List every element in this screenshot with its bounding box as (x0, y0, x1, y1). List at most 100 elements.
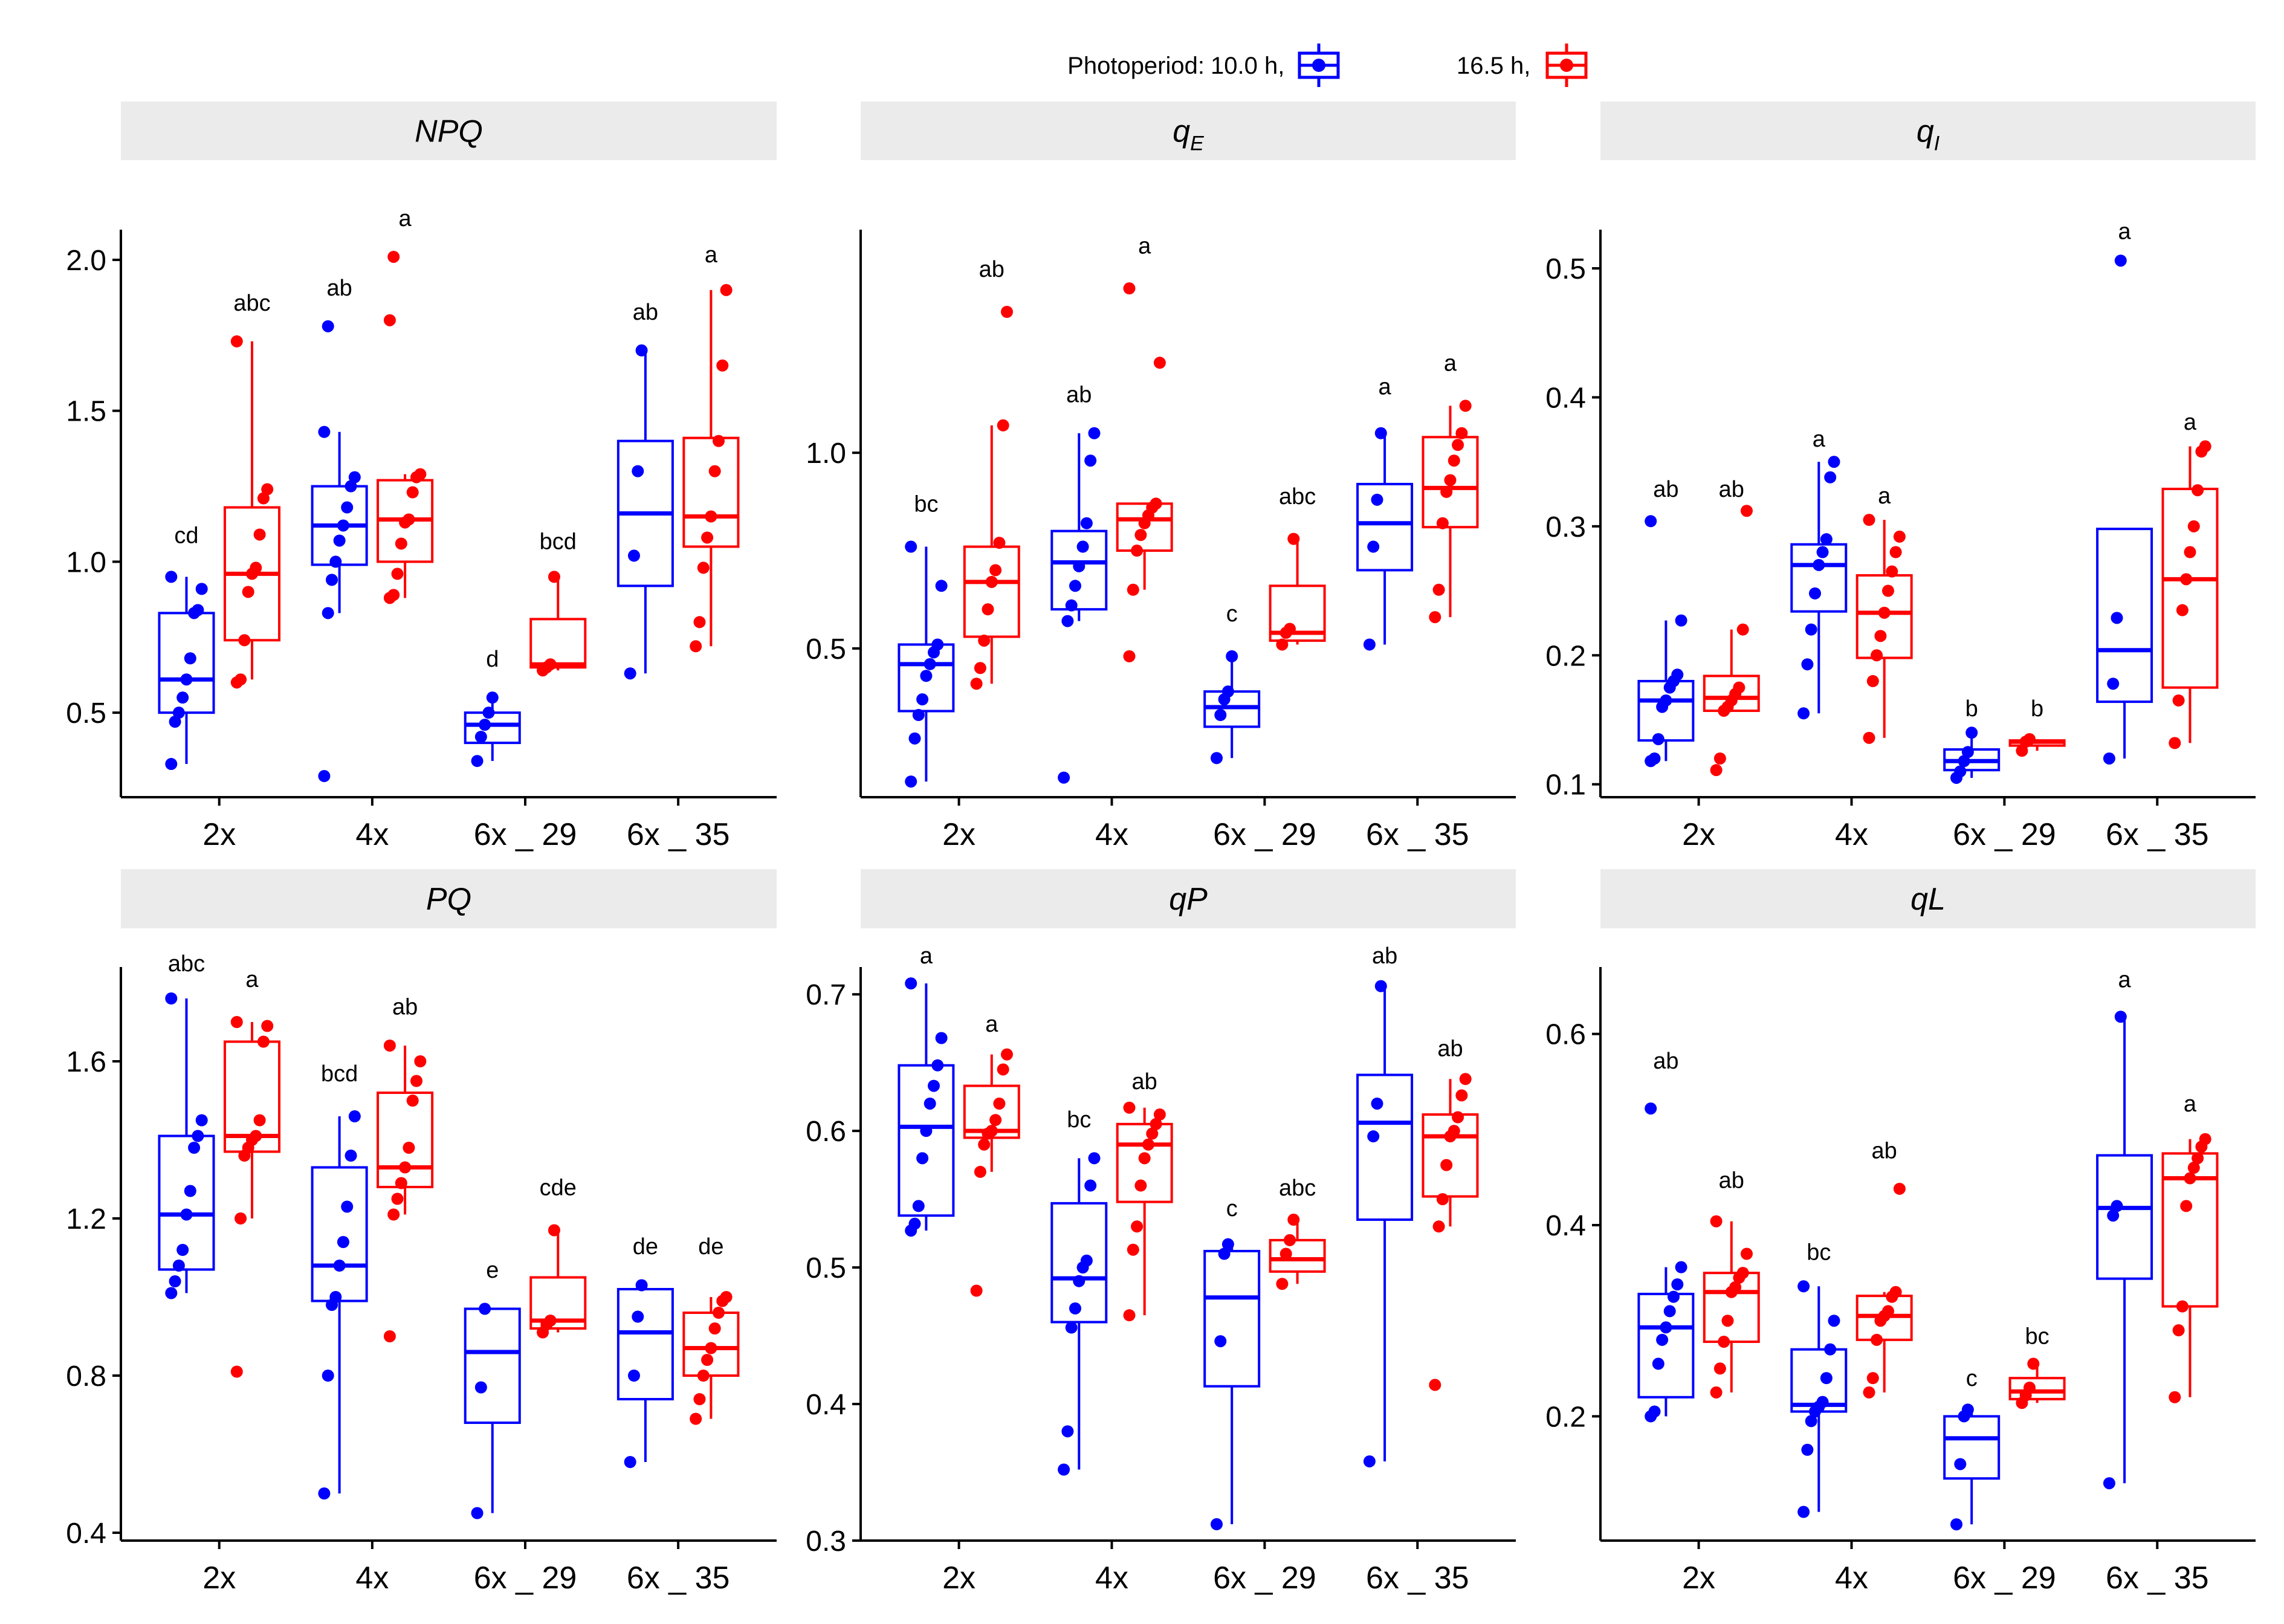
data-point (697, 561, 710, 574)
data-point (701, 1354, 714, 1366)
data-point (387, 589, 400, 601)
data-point (1866, 675, 1879, 687)
data-point (333, 534, 346, 547)
data-point (341, 501, 354, 514)
data-point (1000, 1048, 1013, 1061)
data-point (1440, 1159, 1453, 1171)
data-point (548, 1224, 560, 1237)
data-point (348, 471, 361, 484)
significance-letter: ab (1653, 1049, 1678, 1074)
data-point (1363, 1455, 1376, 1467)
data-point (1648, 1405, 1661, 1418)
legend-key-0 (1298, 44, 1340, 87)
data-point (414, 1055, 427, 1067)
series-10.0 h: cd ab d ab (158, 276, 674, 783)
box-iqr (1269, 1238, 1326, 1273)
box-4x: ab (1116, 1069, 1173, 1322)
significance-letter: a (920, 943, 933, 969)
box-iqr (682, 1312, 740, 1377)
data-point (2103, 1477, 2115, 1490)
data-point (2187, 520, 2200, 532)
significance-letter: a (245, 967, 259, 992)
data-point (1645, 1102, 1657, 1115)
data-point (924, 1097, 936, 1110)
data-point (1088, 427, 1101, 439)
box-iqr (616, 1288, 674, 1400)
data-point (1363, 638, 1376, 651)
data-point (1652, 733, 1664, 745)
data-point (1061, 1425, 1074, 1438)
significance-letter: ab (1066, 382, 1092, 407)
panel-title-main: PQ (426, 882, 471, 917)
box-4x: ab (1050, 382, 1108, 784)
data-point (1671, 1278, 1684, 1291)
significance-letter: ab (1719, 1168, 1744, 1194)
data-point (387, 1208, 400, 1221)
data-point (250, 1130, 262, 1142)
data-point (257, 1035, 270, 1048)
significance-letter: e (486, 1258, 499, 1283)
box-6x _ 29: abc (1269, 1176, 1326, 1290)
data-point (1459, 1073, 1472, 1085)
data-point (1221, 1238, 1234, 1250)
box-2x: ab (1637, 1049, 1695, 1423)
box-iqr (1855, 574, 1913, 659)
data-point (1961, 746, 1974, 759)
data-point (326, 574, 338, 586)
data-point (2199, 440, 2211, 453)
box-6x _ 35: a (2096, 219, 2153, 765)
data-point (410, 1075, 423, 1087)
data-point (2169, 1391, 2181, 1403)
data-point (235, 1212, 247, 1224)
y-tick-label: 1.6 (66, 1046, 106, 1078)
data-point (1367, 1130, 1380, 1143)
data-point (985, 1125, 998, 1137)
box-6x _ 35: a (682, 242, 740, 653)
significance-letter: a (2118, 219, 2132, 244)
panel-title: qP (1169, 882, 1208, 917)
panel-title-main: NPQ (415, 114, 483, 149)
significance-letter: ab (1132, 1069, 1157, 1095)
panel-qP: qP0.30.40.50.60.72x 4x 6x _ 29 6x _ 35abcca… (806, 869, 1516, 1596)
y-tick-label: 0.6 (1545, 1019, 1586, 1051)
y-tick-label: 0.5 (806, 633, 846, 665)
data-point (2187, 1162, 2200, 1174)
box-iqr (1050, 1202, 1108, 1324)
data-point (993, 1097, 1006, 1110)
box-iqr (1943, 1415, 2001, 1480)
significance-letter: de (698, 1234, 723, 1260)
data-point (1736, 623, 1749, 636)
data-point (705, 510, 717, 523)
data-point (1718, 1336, 1730, 1348)
box-4x: bc (1790, 1240, 1848, 1518)
data-point (1123, 1101, 1136, 1114)
data-point (905, 540, 917, 553)
panel-title: qI (1917, 114, 1940, 155)
significance-letter: bc (1807, 1240, 1831, 1265)
data-point (1374, 427, 1387, 439)
y-tick-label: 1.5 (66, 396, 106, 428)
data-point (1211, 1518, 1223, 1530)
data-point (2114, 1011, 2127, 1023)
box-2x: abc (223, 291, 281, 689)
data-point (2107, 1209, 2120, 1222)
data-point (1142, 1138, 1154, 1151)
data-point (1065, 599, 1078, 612)
data-point (180, 673, 193, 686)
box-iqr (963, 545, 1020, 638)
data-point (337, 1236, 349, 1248)
significance-letter: a (2184, 410, 2197, 435)
series-16.5 h: ab aba (1703, 410, 2219, 777)
data-point (1448, 455, 1460, 467)
data-point (1886, 565, 1898, 578)
data-point (2107, 678, 2120, 690)
data-point (329, 555, 342, 568)
data-point (1367, 540, 1380, 553)
significance-letter: cde (540, 1176, 577, 1201)
data-point (1371, 1097, 1383, 1110)
strip-background (121, 102, 777, 160)
data-point (322, 1370, 334, 1382)
data-point (978, 634, 991, 647)
data-point (188, 1142, 201, 1154)
